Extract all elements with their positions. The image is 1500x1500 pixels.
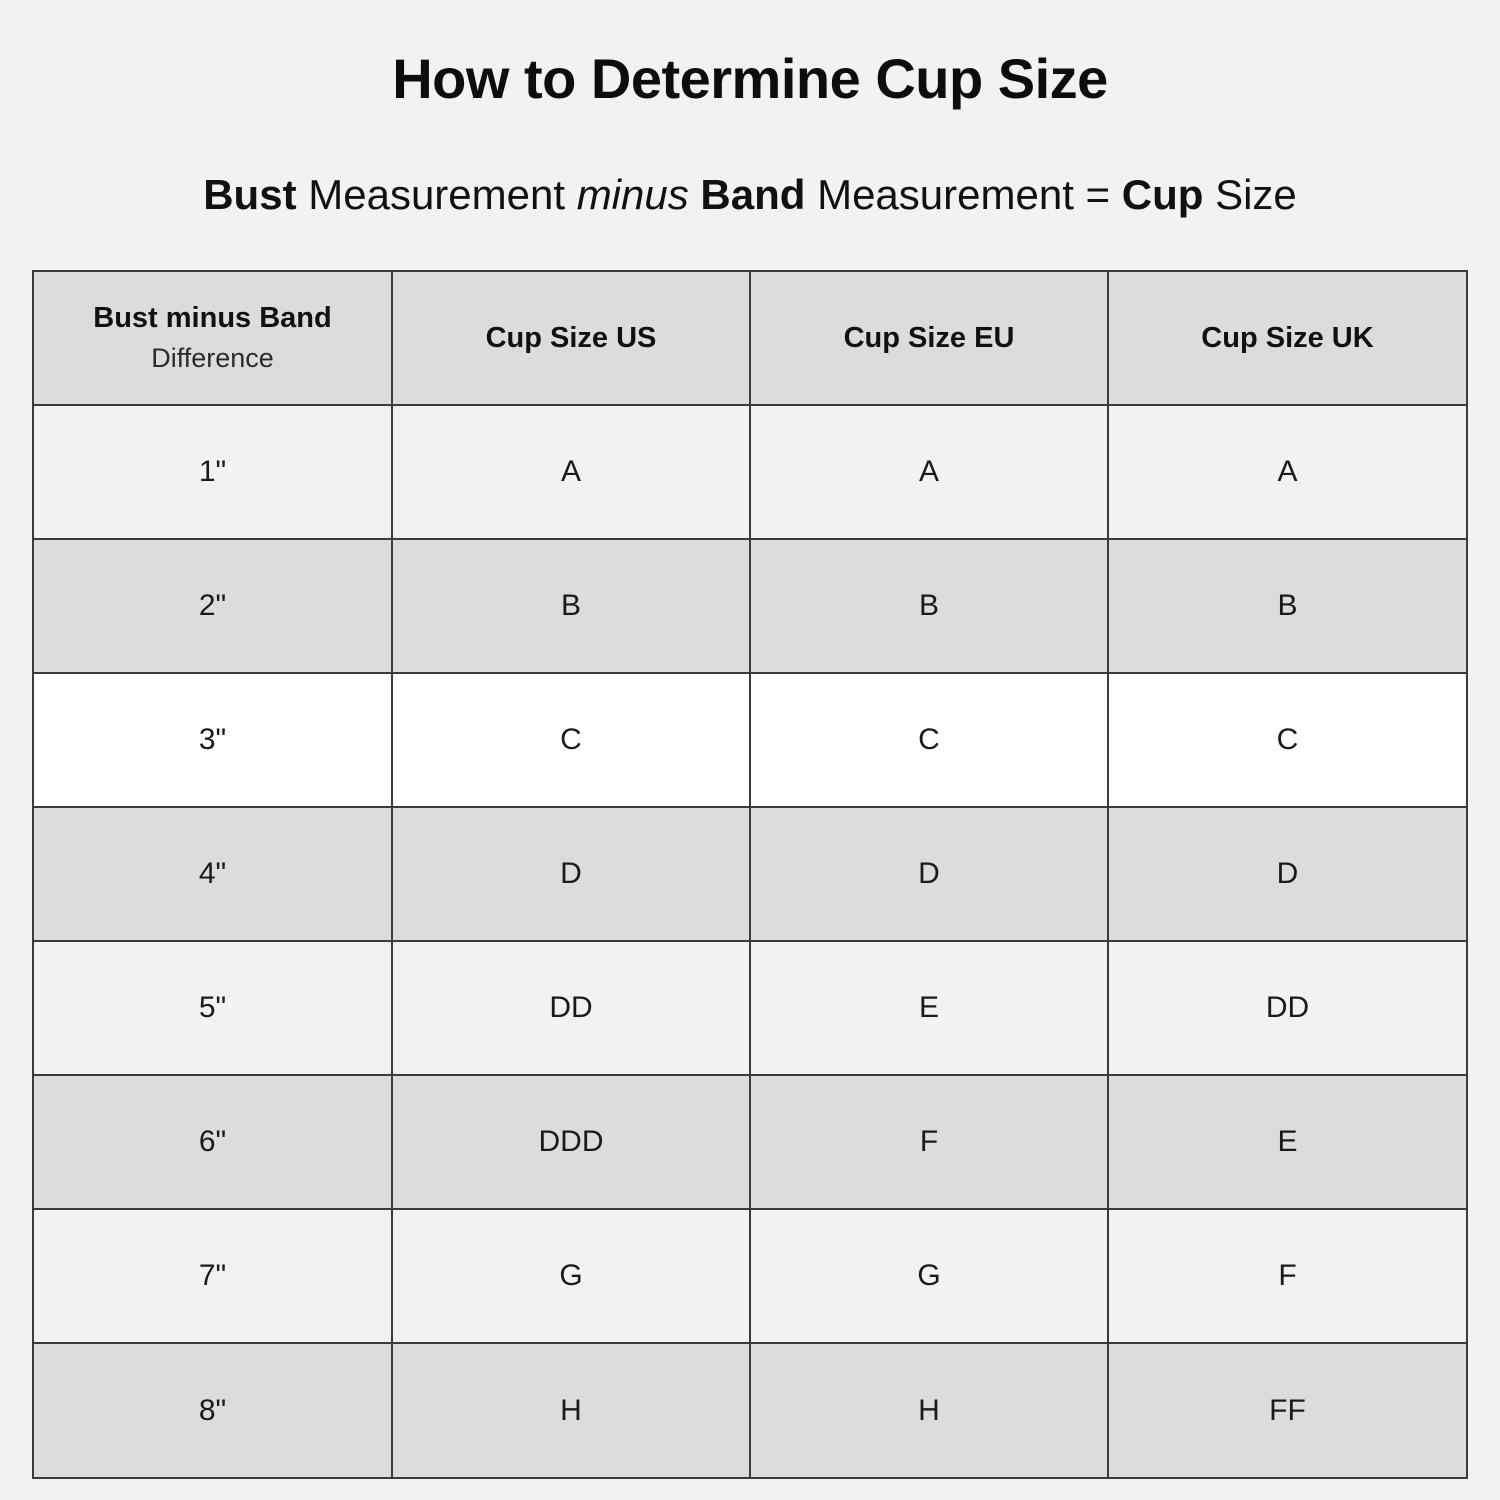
cell-cup-size-eu: F: [750, 1075, 1109, 1210]
cell-difference: 7": [34, 1209, 393, 1344]
cup-size-table-container: Bust minus Band Difference Cup Size US C…: [32, 270, 1468, 1479]
cell-cup-size-us: D: [392, 807, 751, 942]
cell-difference: 2": [34, 539, 393, 674]
subtitle-equals: =: [1085, 171, 1111, 218]
subtitle-size: Size: [1215, 171, 1297, 218]
table-body: 1" A A A 2" B B B 3" C C C 4" D D D 5" DD E DD 6" DDD F E 7" G G F 8…: [34, 405, 1466, 1477]
subtitle-cup: Cup: [1121, 171, 1204, 218]
table-header-row: Bust minus Band Difference Cup Size US C…: [34, 272, 1466, 406]
column-header-cup-size-us-label: Cup Size US: [485, 321, 657, 354]
cell-difference: 5": [34, 941, 393, 1076]
column-header-cup-size-us: Cup Size US: [392, 272, 751, 406]
cell-cup-size-eu: D: [750, 807, 1109, 942]
cell-cup-size-eu: A: [750, 405, 1109, 540]
subtitle-bust: Bust: [203, 171, 297, 218]
cell-difference: 4": [34, 807, 393, 942]
table-row: 4" D D D: [34, 807, 1466, 942]
cell-cup-size-uk: B: [1108, 539, 1466, 674]
table-row: 8" H H FF: [34, 1343, 1466, 1477]
cell-cup-size-us: H: [392, 1343, 751, 1477]
column-header-cup-size-uk-label: Cup Size UK: [1201, 321, 1374, 354]
cup-size-table: Bust minus Band Difference Cup Size US C…: [34, 272, 1466, 1477]
cell-cup-size-us: DD: [392, 941, 751, 1076]
column-header-cup-size-uk: Cup Size UK: [1108, 272, 1466, 406]
column-header-difference: Bust minus Band Difference: [34, 272, 393, 406]
cell-difference: 6": [34, 1075, 393, 1210]
cell-cup-size-eu: B: [750, 539, 1109, 674]
column-header-cup-size-eu-label: Cup Size EU: [843, 321, 1015, 354]
column-header-difference-main: Bust minus Band: [93, 301, 332, 334]
column-header-cup-size-eu: Cup Size EU: [750, 272, 1109, 406]
cell-cup-size-uk: E: [1108, 1075, 1466, 1210]
cell-cup-size-uk: D: [1108, 807, 1466, 942]
subtitle-measurement-2: Measurement: [817, 171, 1074, 218]
cell-cup-size-us: G: [392, 1209, 751, 1344]
cell-difference: 1": [34, 405, 393, 540]
cell-cup-size-eu: H: [750, 1343, 1109, 1477]
page-title: How to Determine Cup Size: [392, 47, 1108, 110]
table-row: 6" DDD F E: [34, 1075, 1466, 1210]
subtitle-measurement-1: Measurement: [308, 171, 566, 218]
cell-cup-size-uk: C: [1108, 673, 1466, 808]
table-row: 7" G G F: [34, 1209, 1466, 1344]
table-row: 2" B B B: [34, 539, 1466, 674]
cell-difference: 3": [34, 673, 393, 808]
cell-cup-size-uk: DD: [1108, 941, 1466, 1076]
cell-difference: 8": [34, 1343, 393, 1477]
formula-subtitle: Bust Measurement minus Band Measurement …: [0, 170, 1500, 220]
cell-cup-size-eu: G: [750, 1209, 1109, 1344]
cell-cup-size-uk: F: [1108, 1209, 1466, 1344]
cell-cup-size-uk: A: [1108, 405, 1466, 540]
subtitle-band: Band: [700, 171, 806, 218]
table-row: 1" A A A: [34, 405, 1466, 540]
cell-cup-size-us: A: [392, 405, 751, 540]
table-row: 5" DD E DD: [34, 941, 1466, 1076]
cell-cup-size-us: B: [392, 539, 751, 674]
table-row: 3" C C C: [34, 673, 1466, 808]
subtitle-minus: minus: [576, 171, 689, 218]
cell-cup-size-eu: C: [750, 673, 1109, 808]
cell-cup-size-us: C: [392, 673, 751, 808]
cell-cup-size-us: DDD: [392, 1075, 751, 1210]
column-header-difference-sub: Difference: [151, 342, 274, 373]
cell-cup-size-uk: FF: [1108, 1343, 1466, 1477]
table-header: Bust minus Band Difference Cup Size US C…: [34, 272, 1466, 406]
cell-cup-size-eu: E: [750, 941, 1109, 1076]
